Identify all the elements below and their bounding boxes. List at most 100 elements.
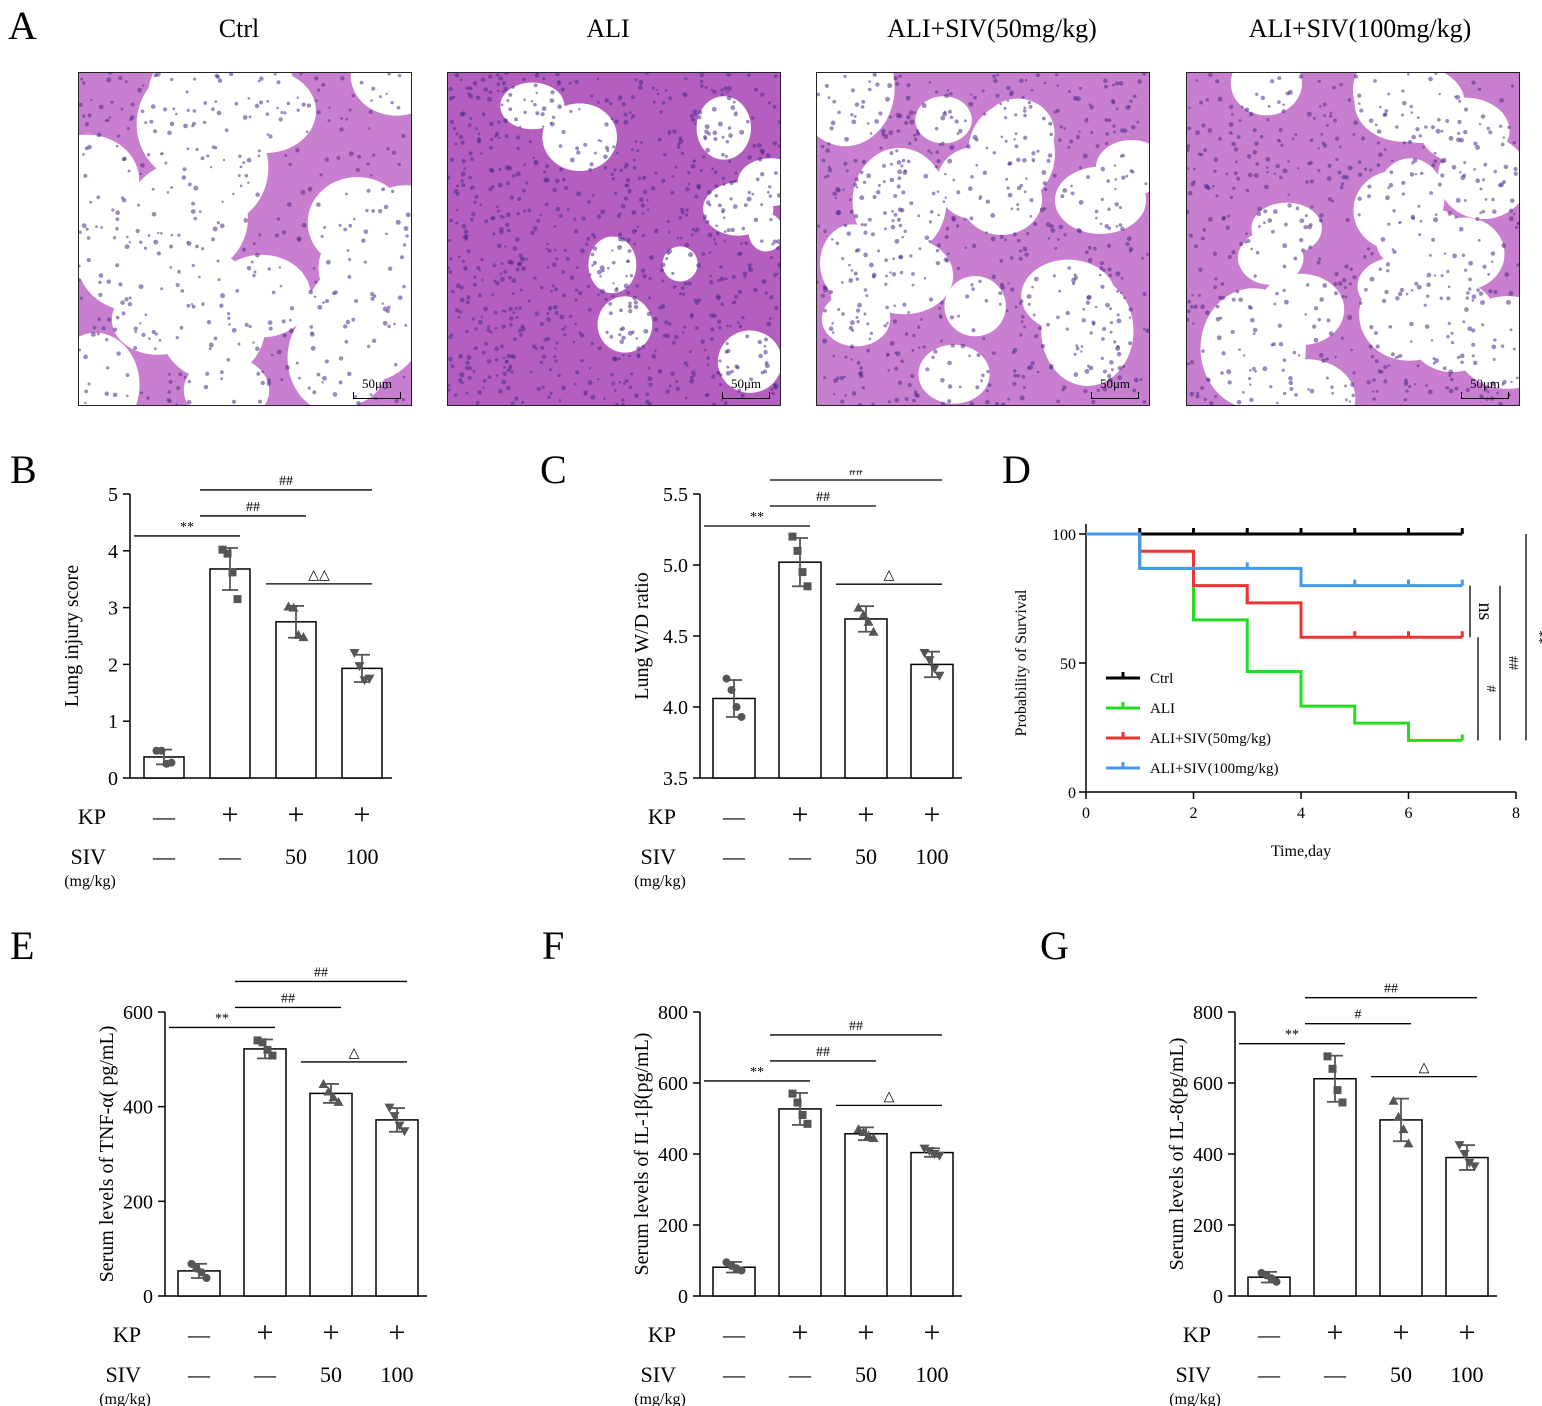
nucleus — [1056, 237, 1060, 241]
nucleus — [830, 120, 836, 126]
nucleus — [725, 370, 731, 376]
nucleus — [1008, 161, 1013, 166]
nucleus — [1397, 291, 1403, 297]
nucleus — [1187, 144, 1191, 149]
nucleus — [1099, 222, 1103, 226]
nucleus — [910, 373, 915, 379]
nucleus — [1050, 228, 1056, 233]
nucleus — [884, 282, 888, 286]
nucleus — [477, 390, 483, 395]
nucleus — [853, 213, 859, 219]
nucleus — [1357, 160, 1362, 165]
nucleus — [619, 327, 624, 332]
nucleus — [1359, 108, 1364, 113]
nucleus — [1447, 321, 1451, 325]
nucleus — [371, 209, 375, 213]
nucleus — [1240, 105, 1244, 109]
nucleus — [668, 384, 672, 388]
nucleus — [1215, 194, 1219, 198]
data-point — [1272, 1277, 1281, 1286]
nucleus — [378, 95, 382, 99]
nucleus — [520, 326, 526, 332]
nucleus — [863, 223, 867, 227]
nucleus — [361, 238, 366, 243]
siv-value: — — [788, 1362, 812, 1387]
nucleus — [596, 377, 600, 381]
nucleus — [931, 355, 935, 360]
nucleus — [107, 317, 112, 322]
nucleus — [521, 188, 526, 193]
nucleus — [827, 142, 831, 146]
nucleus — [887, 369, 890, 372]
nucleus — [879, 146, 883, 150]
nucleus — [975, 163, 979, 167]
nucleus — [1329, 111, 1333, 115]
nucleus — [1433, 159, 1438, 163]
nucleus — [120, 196, 125, 200]
nucleus — [648, 276, 652, 281]
nucleus — [1198, 267, 1203, 272]
nucleus — [618, 357, 621, 361]
nucleus — [713, 238, 716, 241]
nucleus — [868, 87, 872, 92]
nucleus — [344, 339, 349, 344]
nucleus — [902, 302, 907, 307]
nucleus — [654, 327, 659, 332]
nucleus — [589, 162, 594, 167]
nucleus — [1440, 129, 1444, 133]
nucleus — [489, 330, 493, 334]
nucleus — [982, 170, 988, 175]
nucleus — [924, 235, 930, 240]
nucleus — [1363, 255, 1367, 259]
nucleus — [403, 226, 409, 231]
nucleus — [900, 359, 904, 364]
nucleus — [564, 325, 567, 328]
nucleus — [112, 327, 118, 332]
nucleus — [1056, 84, 1059, 87]
nucleus — [1069, 139, 1074, 144]
nucleus — [359, 80, 364, 85]
nucleus — [1004, 139, 1008, 143]
nucleus — [508, 92, 513, 97]
nucleus — [202, 120, 207, 125]
nucleus — [878, 111, 883, 116]
nucleus — [1249, 306, 1253, 310]
nucleus — [200, 156, 205, 161]
histology-title-ali-siv100: ALI+SIV(100mg/kg) — [1248, 14, 1472, 43]
nucleus — [193, 77, 197, 81]
nucleus — [840, 399, 845, 404]
nucleus — [648, 382, 653, 387]
nucleus — [139, 322, 142, 325]
nucleus — [895, 112, 901, 118]
nucleus — [766, 321, 772, 327]
nucleus — [1211, 184, 1215, 188]
nucleus — [1381, 298, 1387, 304]
nucleus — [1493, 289, 1498, 295]
nucleus — [743, 203, 748, 208]
nucleus — [186, 241, 192, 246]
alveolar-space — [944, 276, 1006, 337]
nucleus — [126, 394, 129, 398]
y-tick-label: 200 — [123, 1191, 153, 1213]
nucleus — [687, 182, 691, 186]
nucleus — [1229, 131, 1232, 135]
nucleus — [487, 325, 491, 329]
nucleus — [220, 377, 224, 381]
nucleus — [935, 260, 941, 266]
nucleus — [604, 297, 608, 302]
nucleus — [1047, 153, 1053, 158]
nucleus — [1297, 167, 1300, 170]
nucleus — [455, 283, 461, 289]
nucleus — [146, 396, 150, 400]
nucleus — [1376, 129, 1382, 134]
nucleus — [1109, 307, 1113, 311]
legend-label: ALI+SIV(100mg/kg) — [1150, 761, 1278, 777]
nucleus — [1023, 113, 1027, 118]
nucleus — [897, 380, 903, 386]
nucleus — [1459, 171, 1462, 174]
nucleus — [1423, 303, 1427, 307]
nucleus — [823, 308, 827, 313]
y-tick-label: 0 — [1068, 785, 1076, 802]
nucleus — [533, 276, 537, 280]
